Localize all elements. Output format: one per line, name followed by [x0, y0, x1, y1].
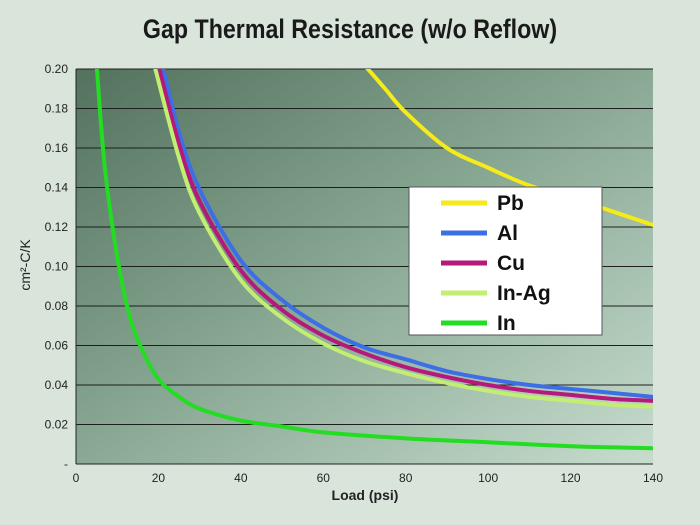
y-tick-label: 0.02 — [45, 418, 69, 432]
chart-title: Gap Thermal Resistance (w/o Reflow) — [142, 14, 558, 44]
x-tick-labels: 0 20 40 60 80 100 120 140 — [73, 471, 664, 485]
x-tick-label: 120 — [561, 471, 581, 485]
series-line-in — [94, 69, 653, 451]
series-line-in-ag — [153, 69, 653, 409]
y-tick-label: 0.06 — [45, 339, 69, 353]
y-tick-label: 0.14 — [45, 181, 69, 195]
y-tick-label: - — [64, 457, 68, 471]
y-tick-label: 0.04 — [45, 378, 69, 392]
series-line-cu — [157, 69, 653, 403]
series-line-al — [161, 69, 653, 399]
x-tick-label: 140 — [643, 471, 663, 485]
x-tick-label: 40 — [234, 471, 248, 485]
y-tick-label: 0.12 — [45, 220, 69, 234]
legend-label-in: In — [497, 312, 516, 335]
legend: Pb Al Cu In-Ag In — [408, 186, 603, 336]
legend-label-pb: Pb — [497, 192, 524, 215]
y-tick-label: 0.20 — [45, 62, 69, 76]
x-axis-label: Load (psi) — [332, 487, 399, 503]
y-tick-label: 0.08 — [45, 299, 69, 313]
legend-label-cu: Cu — [497, 252, 525, 275]
y-axis-label: cm²-C/K — [17, 239, 33, 291]
y-tick-labels: - 0.02 0.04 0.06 0.08 0.10 0.12 0.14 0.16 0.18 0.2… — [45, 62, 69, 471]
x-tick-label: 20 — [152, 471, 166, 485]
x-tick-label: 80 — [399, 471, 413, 485]
x-tick-label: 100 — [478, 471, 498, 485]
y-tick-label: 0.18 — [45, 102, 69, 116]
legend-label-in-ag: In-Ag — [497, 282, 551, 305]
x-tick-label: 60 — [317, 471, 331, 485]
y-tick-label: 0.10 — [45, 260, 69, 274]
x-tick-label: 0 — [73, 471, 80, 485]
y-tick-label: 0.16 — [45, 141, 69, 155]
legend-label-al: Al — [497, 222, 518, 245]
